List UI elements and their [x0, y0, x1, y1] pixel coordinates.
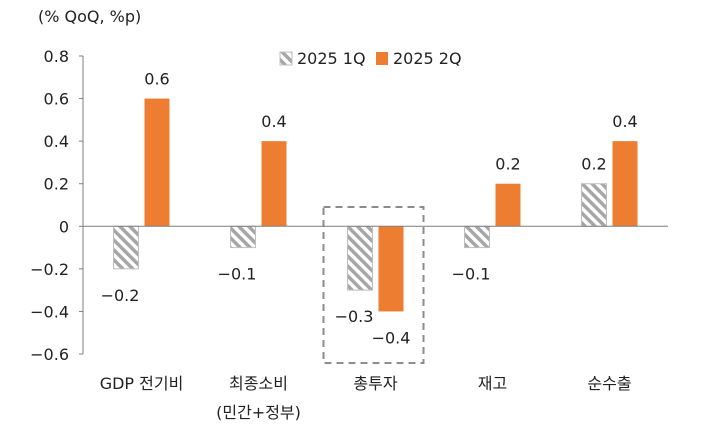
bars: [113, 98, 638, 312]
bar-2q: [612, 141, 638, 227]
data-label: 0.4: [261, 112, 286, 131]
y-tick-label: −0.4: [30, 302, 69, 321]
axes: 0.8 0.6 0.4 0.2 0 −0.2 −0.4 −0.6: [30, 47, 668, 364]
category-label: 총투자: [353, 374, 397, 393]
data-label: 0.2: [495, 155, 520, 174]
y-tick-label: −0.2: [30, 260, 69, 279]
legend-swatch-1q: [279, 51, 293, 66]
bar-1q: [347, 225, 373, 291]
legend-label: 2025 1Q: [297, 49, 366, 68]
legend-label: 2025 2Q: [393, 49, 462, 68]
data-labels: −0.2 0.6 GDP 전기비 −0.1 0.4 최종소비 (민간+정부) −0.3 −0.4…: [100, 70, 638, 422]
bar-2q: [378, 226, 404, 312]
legend-swatch-2q: [376, 52, 388, 65]
unit-label: (% QoQ, %p): [38, 7, 141, 26]
category-label: 순수출: [587, 374, 631, 393]
y-tick-label: 0.6: [44, 90, 69, 109]
legend: 2025 1Q 2025 2Q: [279, 49, 462, 68]
data-label: −0.1: [452, 265, 491, 284]
y-tick-label: 0.2: [44, 175, 69, 194]
data-label: 0.2: [581, 155, 606, 174]
highlight-rect: [322, 206, 425, 364]
y-tick-label: −0.6: [30, 345, 69, 364]
y-tick-label: 0.4: [44, 132, 69, 151]
data-label: −0.4: [372, 328, 411, 347]
data-label: 0.6: [144, 70, 169, 89]
data-label: 0.4: [612, 112, 637, 131]
data-label: −0.3: [335, 307, 374, 326]
data-label: −0.1: [218, 265, 257, 284]
data-label: −0.2: [101, 286, 140, 305]
bar-1q: [113, 225, 139, 270]
y-tick-label: 0.8: [44, 47, 69, 66]
bar-1q: [464, 225, 490, 249]
bar-1q: [581, 183, 607, 227]
bar-2q: [495, 183, 521, 227]
category-label: 최종소비: [229, 374, 288, 393]
bar-2q: [261, 141, 287, 227]
category-label: 재고: [478, 374, 507, 393]
category-label: GDP 전기비: [100, 374, 184, 393]
bar-2q: [144, 98, 170, 227]
highlight-box: [322, 206, 425, 364]
bar-1q: [230, 225, 256, 249]
category-sublabel: (민간+정부): [216, 403, 301, 422]
y-tick-label: 0: [59, 217, 69, 236]
